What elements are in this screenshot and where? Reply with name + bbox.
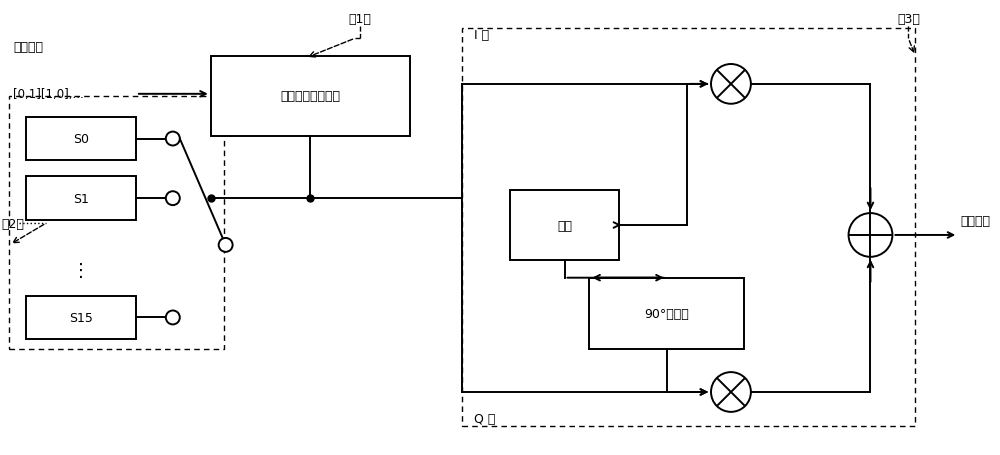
- Text: [0,1][1,0],...: [0,1][1,0],...: [13, 88, 84, 101]
- Circle shape: [166, 192, 180, 206]
- Text: Q 路: Q 路: [474, 412, 495, 425]
- Bar: [462, 29, 915, 426]
- Bar: [510, 191, 619, 260]
- Text: （3）: （3）: [897, 13, 920, 26]
- Circle shape: [166, 132, 180, 146]
- Bar: [9, 96, 224, 349]
- Circle shape: [166, 311, 180, 325]
- Text: 数据输入: 数据输入: [13, 40, 43, 54]
- Bar: [26, 117, 136, 161]
- Bar: [26, 296, 136, 339]
- Text: （2）: （2）: [1, 217, 24, 230]
- Bar: [589, 278, 744, 349]
- Circle shape: [219, 238, 233, 252]
- Text: I 路: I 路: [474, 29, 489, 41]
- Text: S0: S0: [73, 133, 89, 146]
- Text: ⋮: ⋮: [72, 261, 90, 279]
- Text: S15: S15: [69, 311, 93, 324]
- Bar: [26, 177, 136, 221]
- Text: 信号选择逻辑模块: 信号选择逻辑模块: [280, 90, 340, 103]
- Text: 本振: 本振: [557, 219, 572, 232]
- Bar: [211, 57, 410, 136]
- Text: （1）: （1）: [349, 13, 372, 26]
- Text: S1: S1: [73, 192, 89, 205]
- Text: 90°相移器: 90°相移器: [644, 307, 689, 320]
- Text: 信号输出: 信号输出: [960, 214, 990, 227]
